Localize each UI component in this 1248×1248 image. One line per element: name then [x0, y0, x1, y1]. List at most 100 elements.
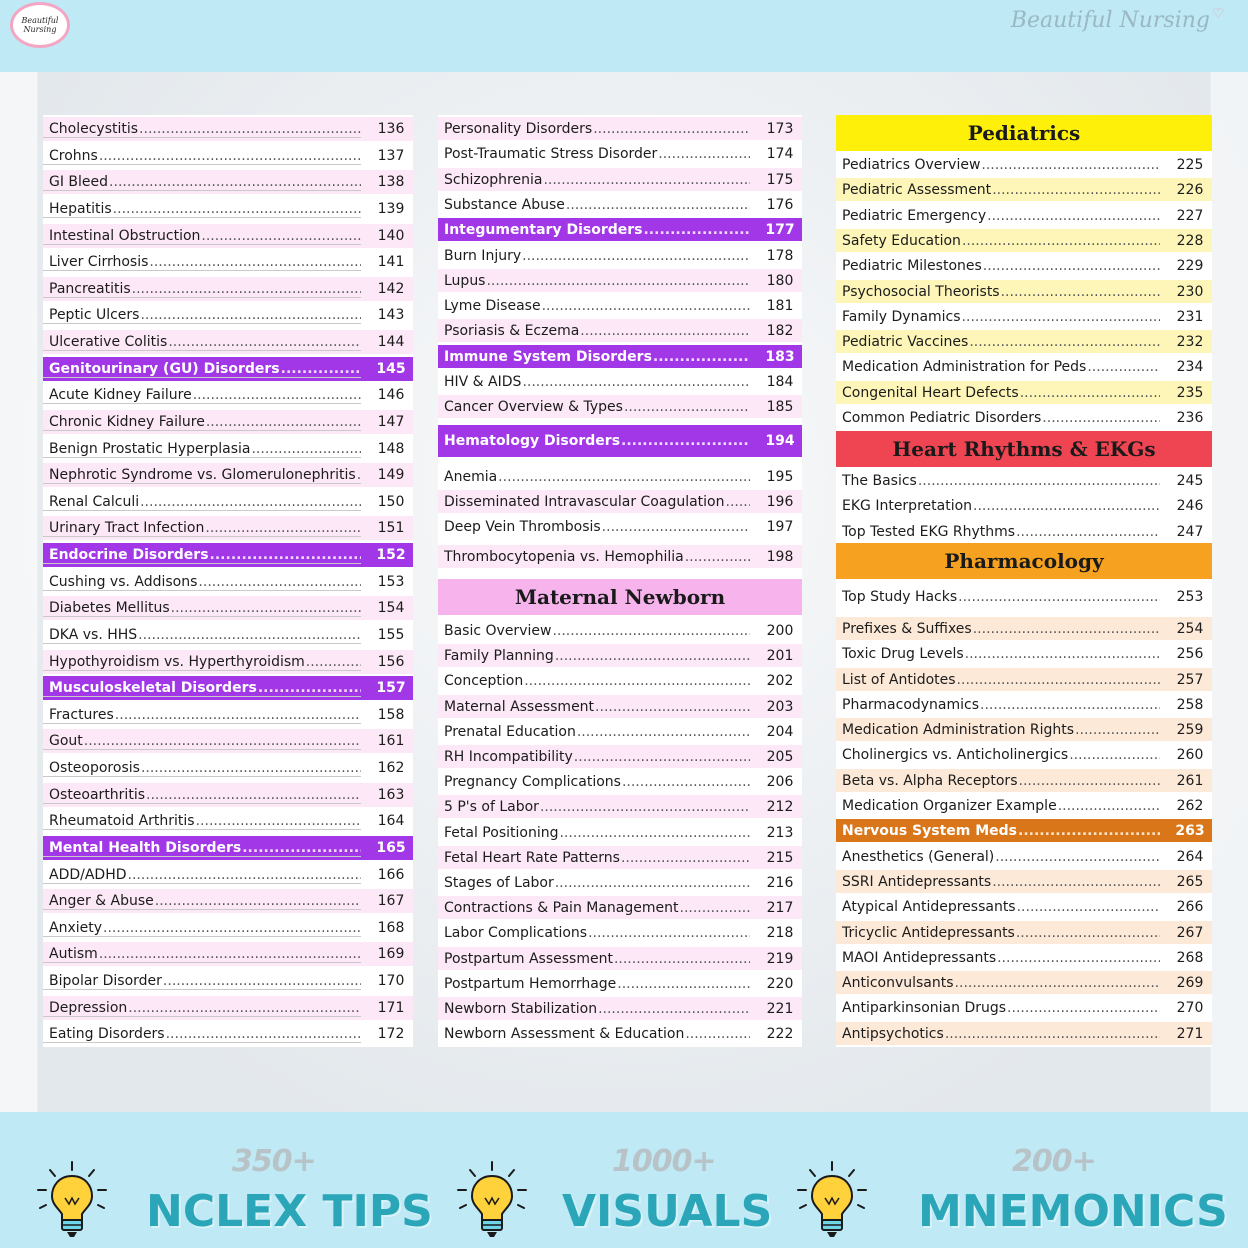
toc-entry-nephrotic-syndrome-vs-glomerulonephritis: Nephrotic Syndrome vs. Glomerulonephriti… [43, 463, 413, 487]
toc-entry-label: Family Dynamics [836, 309, 1160, 325]
toc-entry-genitourinary-gu-disorders: Genitourinary (GU) Disorders 145 [43, 357, 413, 381]
toc-entry-page: 185 [766, 398, 794, 415]
toc-entry-page: 258 [1176, 696, 1204, 713]
toc-entry-label: Conception [438, 673, 750, 689]
toc-entry-maternal-assessment: Maternal Assessment 203 [438, 695, 802, 718]
toc-entry-page: 227 [1176, 207, 1204, 224]
toc-entry-anticonvulsants: Anticonvulsants 269 [836, 971, 1212, 994]
toc-entry-page: 235 [1176, 384, 1204, 401]
toc-entry-label: Intestinal Obstruction [43, 228, 361, 245]
toc-entry-post-traumatic-stress-disorder: Post-Traumatic Stress Disorder 174 [438, 142, 802, 165]
toc-entry-page: 161 [377, 733, 405, 749]
toc-entry-label: Fetal Positioning [438, 825, 750, 841]
heart-icon: ♡ [1212, 6, 1225, 22]
toc-entry-page: 146 [377, 387, 405, 403]
toc-entry-postpartum-assessment: Postpartum Assessment 219 [438, 947, 802, 970]
toc-entry-page: 269 [1176, 974, 1204, 991]
toc-entry-page: 257 [1176, 671, 1204, 688]
toc-entry-page: 215 [766, 849, 794, 866]
toc-entry-label: Schizophrenia [438, 172, 750, 188]
toc-entry-page: 262 [1176, 797, 1204, 814]
toc-entry-label: Medication Administration for Peds [836, 359, 1160, 375]
toc-entry-page: 220 [766, 975, 794, 992]
toc-entry-page: 152 [376, 547, 406, 563]
toc-entry-rheumatoid-arthritis: Rheumatoid Arthritis 164 [43, 809, 413, 833]
toc-entry-page: 154 [377, 600, 405, 616]
toc-entry-atypical-antidepressants: Atypical Antidepressants 266 [836, 895, 1212, 918]
toc-entry-lupus: Lupus 180 [438, 269, 802, 292]
toc-entry-page: 164 [377, 813, 405, 829]
toc-entry-label: Liver Cirrhosis [43, 254, 361, 271]
toc-entry-page: 150 [377, 494, 405, 510]
toc-entry-label: Fractures [43, 707, 361, 724]
toc-entry-safety-education: Safety Education 228 [836, 229, 1212, 252]
toc-entry-page: 266 [1176, 898, 1204, 915]
toc-entry-psoriasis-eczema: Psoriasis & Eczema 182 [438, 319, 802, 342]
toc-entry-label: Depression [43, 1000, 361, 1017]
bottom-banner [0, 1112, 1248, 1248]
toc-entry-page: 162 [377, 760, 405, 776]
toc-entry-label: Diabetes Mellitus [43, 600, 361, 617]
toc-entry-label: Peptic Ulcers [43, 307, 361, 324]
toc-entry-crohns: Crohns 137 [43, 144, 413, 168]
toc-entry-label: Top Study Hacks [836, 589, 1160, 605]
toc-entry-toxic-drug-levels: Toxic Drug Levels 256 [836, 642, 1212, 665]
toc-entry-medication-organizer-example: Medication Organizer Example 262 [836, 794, 1212, 817]
toc-entry-label: Newborn Stabilization [438, 1001, 750, 1017]
toc-entry-5-p-s-of-labor: 5 P's of Labor 212 [438, 795, 802, 818]
toc-entry-cholinergics-vs-anticholinergics: Cholinergics vs. Anticholinergics 260 [836, 743, 1212, 766]
toc-entry-label: RH Incompatibility [438, 749, 750, 765]
toc-entry-label: Beta vs. Alpha Receptors [836, 773, 1160, 789]
toc-entry-lyme-disease: Lyme Disease 181 [438, 294, 802, 317]
toc-entry-schizophrenia: Schizophrenia 175 [438, 168, 802, 191]
toc-entry-maoi-antidepressants: MAOI Antidepressants 268 [836, 946, 1212, 969]
toc-entry-chronic-kidney-failure: Chronic Kidney Failure 147 [43, 410, 413, 434]
toc-entry-page: 271 [1176, 1025, 1204, 1042]
stat-number: 1000+ [612, 1144, 717, 1179]
section-header-pediatrics: Pediatrics [836, 115, 1212, 151]
toc-entry-label: Acute Kidney Failure [43, 387, 361, 404]
toc-entry-label: Top Tested EKG Rhythms [836, 524, 1160, 540]
toc-entry-page: 260 [1176, 746, 1204, 763]
toc-entry-label: Hepatitis [43, 201, 361, 218]
toc-entry-label: Anesthetics (General) [836, 849, 1160, 865]
toc-entry-label: Contractions & Pain Management [438, 900, 750, 916]
toc-entry-pharmacodynamics: Pharmacodynamics 258 [836, 693, 1212, 716]
toc-entry-page: 219 [766, 950, 794, 967]
toc-entry-page: 158 [377, 707, 405, 723]
toc-entry-page: 174 [766, 145, 794, 162]
toc-entry-antiparkinsonian-drugs: Antiparkinsonian Drugs 270 [836, 996, 1212, 1019]
toc-entry-label: Postpartum Assessment [438, 951, 750, 967]
toc-entry-anesthetics-general: Anesthetics (General) 264 [836, 845, 1212, 868]
toc-entry-label: Lyme Disease [438, 298, 750, 314]
toc-entry-page: 181 [766, 297, 794, 314]
toc-entry-nervous-system-meds: Nervous System Meds 263 [836, 819, 1212, 842]
toc-entry-label: The Basics [836, 473, 1160, 489]
toc-entry-label: Anger & Abuse [43, 893, 361, 910]
toc-entry-page: 153 [377, 574, 405, 590]
toc-entry-page: 145 [376, 361, 406, 377]
toc-entry-page: 139 [377, 201, 405, 217]
toc-entry-gout: Gout 161 [43, 729, 413, 753]
toc-entry-label: Fetal Heart Rate Patterns [438, 850, 750, 866]
stat-label: VISUALS [562, 1186, 773, 1237]
stat-number: 200+ [1012, 1144, 1097, 1179]
toc-entry-label: Nephrotic Syndrome vs. Glomerulonephriti… [43, 467, 361, 484]
toc-entry-label: Thrombocytopenia vs. Hemophilia [438, 549, 750, 565]
toc-entry-label: Renal Calculi [43, 494, 361, 511]
toc-entry-label: Substance Abuse [438, 197, 750, 213]
toc-entry-page: 205 [766, 748, 794, 765]
toc-entry-label: Post-Traumatic Stress Disorder [438, 146, 750, 162]
brand-name: Beautiful Nursing [1010, 8, 1210, 33]
toc-entry-label: Pediatric Vaccines [836, 334, 1160, 350]
toc-entry-pediatrics-overview: Pediatrics Overview 225 [836, 153, 1212, 176]
toc-entry-page: 172 [377, 1026, 405, 1042]
toc-entry-page: 171 [377, 1000, 405, 1016]
toc-entry-label: Postpartum Hemorrhage [438, 976, 750, 992]
toc-entry-hiv-aids: HIV & AIDS 184 [438, 370, 802, 393]
toc-entry-page: 212 [766, 798, 794, 815]
toc-entry-label: Genitourinary (GU) Disorders [43, 361, 361, 378]
toc-entry-page: 200 [766, 622, 794, 639]
toc-entry-common-pediatric-disorders: Common Pediatric Disorders 236 [836, 406, 1212, 429]
toc-entry-label: Psoriasis & Eczema [438, 323, 750, 339]
